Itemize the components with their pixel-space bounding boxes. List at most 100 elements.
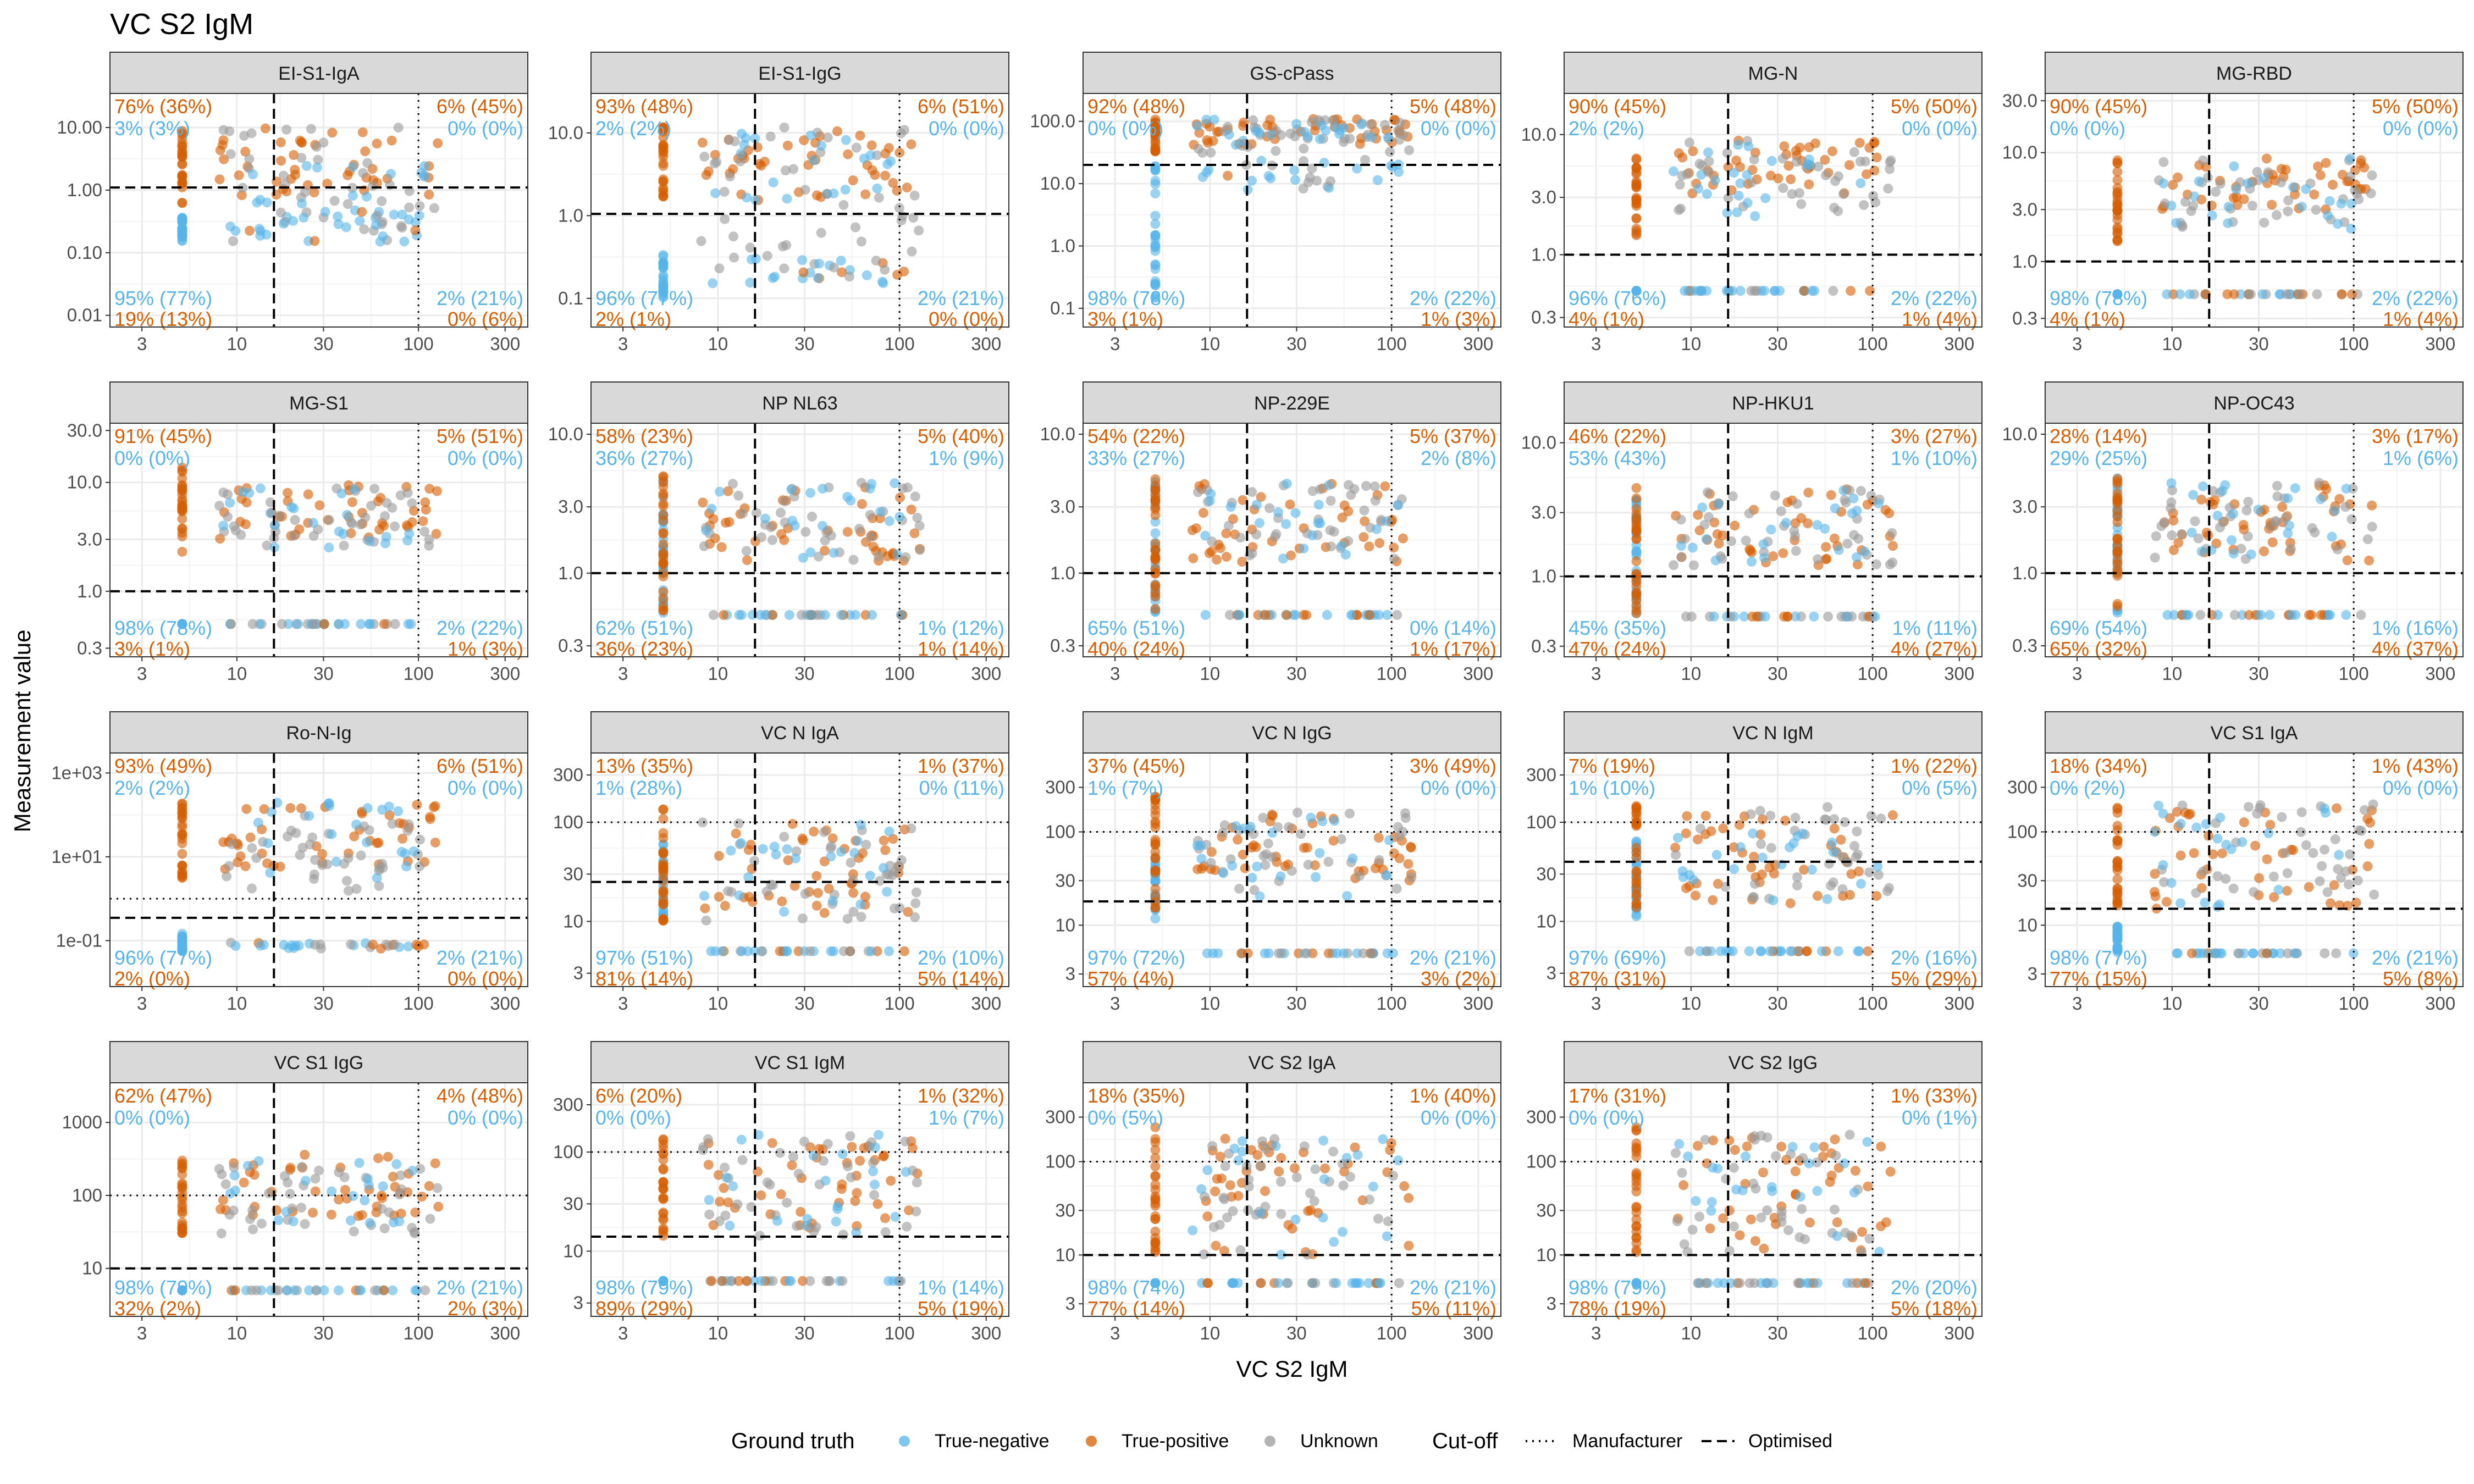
data-point-true-negative bbox=[743, 872, 754, 882]
data-point-unknown bbox=[1374, 855, 1384, 865]
data-point-true-negative bbox=[1256, 1208, 1266, 1219]
data-point-unknown bbox=[2356, 610, 2366, 620]
data-point-unknown bbox=[310, 855, 321, 865]
data-point-unknown bbox=[366, 501, 377, 511]
data-point-unknown bbox=[698, 1142, 709, 1152]
panel-points bbox=[2112, 153, 2377, 300]
data-point-true-negative bbox=[1384, 835, 1394, 845]
data-point-true-positive bbox=[300, 1149, 310, 1160]
data-point-true-positive bbox=[262, 858, 272, 868]
panel-strip bbox=[590, 52, 1009, 94]
data-point-true-positive bbox=[1631, 213, 1642, 224]
data-point-true-positive bbox=[1731, 156, 1742, 166]
data-point-true-negative bbox=[2287, 610, 2297, 620]
data-point-unknown bbox=[1388, 1171, 1399, 1181]
data-point-true-negative bbox=[304, 811, 314, 821]
data-point-unknown bbox=[779, 263, 789, 274]
data-point-true-negative bbox=[347, 162, 358, 172]
data-point-true-negative bbox=[890, 478, 900, 489]
corner-bottom-left-negative: 98% (78%) bbox=[1087, 287, 1185, 309]
data-point-unknown bbox=[362, 158, 373, 168]
data-point-unknown bbox=[902, 483, 913, 493]
data-point-true-negative bbox=[855, 899, 866, 910]
data-point-true-negative bbox=[1382, 948, 1393, 959]
data-point-unknown bbox=[1670, 1148, 1681, 1158]
data-point-true-negative bbox=[1739, 611, 1749, 622]
data-point-true-positive bbox=[1631, 1144, 1642, 1154]
data-point-unknown bbox=[1884, 883, 1895, 893]
data-point-unknown bbox=[2340, 502, 2351, 512]
data-point-true-negative bbox=[2229, 161, 2239, 171]
data-point-true-positive bbox=[658, 849, 669, 859]
data-point-unknown bbox=[861, 839, 871, 850]
data-point-unknown bbox=[822, 132, 833, 143]
data-point-true-negative bbox=[2263, 828, 2274, 838]
data-point-true-negative bbox=[1266, 129, 1276, 140]
data-point-unknown bbox=[370, 1285, 380, 1295]
data-point-true-negative bbox=[255, 619, 265, 629]
data-point-unknown bbox=[875, 876, 885, 886]
data-point-true-positive bbox=[259, 804, 269, 815]
data-point-true-negative bbox=[348, 1191, 358, 1201]
panel-points bbox=[177, 123, 443, 247]
y-tick-label: 100.0 bbox=[1030, 111, 1075, 131]
data-point-true-negative bbox=[869, 1180, 880, 1190]
x-tick-label: 10 bbox=[1200, 993, 1221, 1014]
data-point-true-negative bbox=[289, 1285, 300, 1295]
data-point-unknown bbox=[1749, 1278, 1760, 1288]
data-point-true-negative bbox=[706, 946, 716, 956]
x-tick-label: 300 bbox=[971, 1323, 1001, 1343]
data-point-true-positive bbox=[714, 1170, 724, 1180]
data-point-true-positive bbox=[1150, 145, 1161, 156]
data-point-true-negative bbox=[1768, 895, 1779, 906]
data-point-unknown bbox=[1791, 546, 1801, 556]
data-point-true-negative bbox=[782, 844, 792, 854]
data-point-true-negative bbox=[2158, 860, 2168, 870]
data-point-true-negative bbox=[770, 272, 780, 282]
data-point-true-positive bbox=[2267, 537, 2278, 547]
data-point-true-negative bbox=[865, 150, 876, 160]
corner-bottom-left-negative: 62% (51%) bbox=[595, 617, 693, 639]
data-point-unknown bbox=[1812, 1157, 1822, 1167]
data-point-true-positive bbox=[1852, 560, 1863, 570]
data-point-true-negative bbox=[225, 619, 235, 629]
data-point-true-positive bbox=[372, 139, 382, 149]
data-point-true-negative bbox=[1347, 1278, 1357, 1288]
data-point-true-positive bbox=[2364, 555, 2374, 566]
data-point-unknown bbox=[1791, 157, 1802, 167]
data-point-true-positive bbox=[236, 190, 247, 201]
data-point-unknown bbox=[1360, 154, 1370, 165]
data-point-unknown bbox=[746, 1201, 756, 1212]
data-point-unknown bbox=[719, 186, 730, 197]
data-point-true-positive bbox=[1631, 577, 1642, 587]
data-point-true-positive bbox=[1857, 1227, 1867, 1237]
data-point-true-negative bbox=[333, 211, 343, 222]
data-point-unknown bbox=[697, 817, 708, 828]
data-point-unknown bbox=[2367, 170, 2377, 180]
data-point-true-positive bbox=[314, 500, 325, 511]
data-point-true-negative bbox=[1830, 503, 1840, 513]
data-point-true-positive bbox=[2367, 500, 2377, 511]
data-point-true-positive bbox=[260, 123, 270, 134]
data-point-true-positive bbox=[1825, 1177, 1835, 1187]
y-tick-label: 0.3 bbox=[1531, 636, 1556, 656]
data-point-true-negative bbox=[1323, 480, 1334, 490]
data-point-true-positive bbox=[1865, 286, 1875, 296]
x-tick-label: 3 bbox=[1110, 993, 1120, 1014]
data-point-unknown bbox=[1824, 859, 1835, 869]
corner-top-left-positive: 13% (35%) bbox=[595, 755, 693, 777]
data-point-true-positive bbox=[2346, 289, 2357, 300]
data-point-true-positive bbox=[2321, 158, 2331, 168]
data-point-true-positive bbox=[327, 128, 338, 138]
data-point-true-negative bbox=[1852, 552, 1862, 562]
data-point-true-positive bbox=[1350, 1142, 1360, 1153]
data-point-true-positive bbox=[177, 1163, 187, 1173]
panel-points bbox=[658, 1129, 923, 1286]
data-point-true-negative bbox=[1708, 1162, 1718, 1173]
data-point-true-positive bbox=[424, 484, 435, 494]
data-point-true-negative bbox=[2194, 176, 2204, 186]
data-point-true-positive bbox=[1260, 1186, 1271, 1197]
data-point-true-positive bbox=[421, 505, 431, 515]
corner-top-right-positive: 5% (50%) bbox=[1891, 95, 1978, 118]
data-point-true-negative bbox=[1856, 178, 1866, 189]
